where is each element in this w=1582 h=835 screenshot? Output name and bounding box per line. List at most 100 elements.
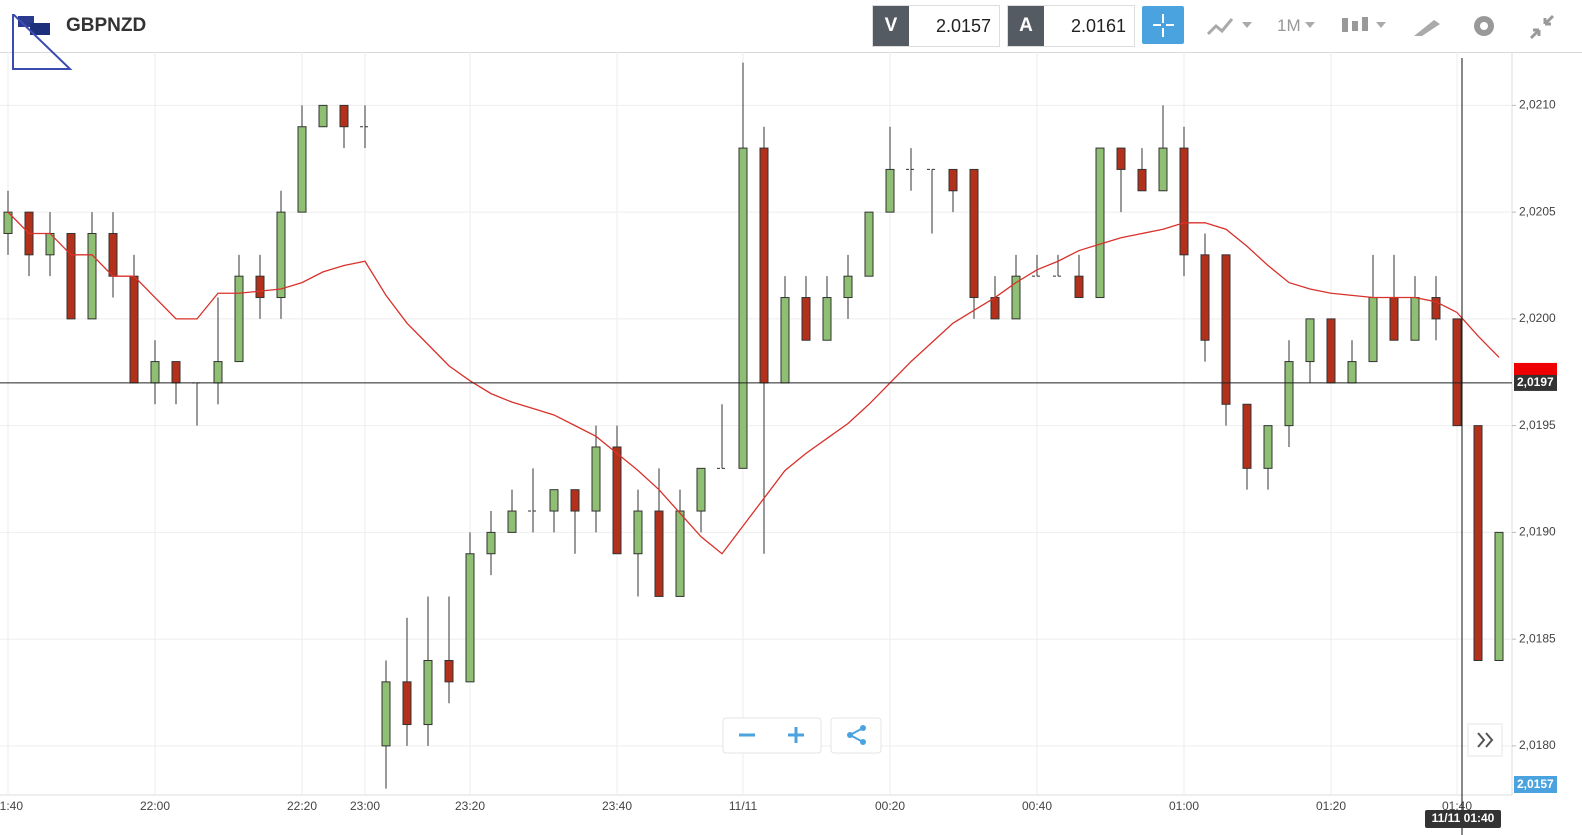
- timeframe-icons[interactable]: [1302, 10, 1392, 42]
- x-tick-label: 23:40: [602, 799, 632, 813]
- candle-body: [654, 510, 664, 597]
- buy-button[interactable]: A 2.0161: [1007, 5, 1135, 47]
- collapse-button[interactable]: [1525, 10, 1559, 42]
- y-tick-label: 2,0200: [1519, 311, 1556, 325]
- candle-body: [1473, 425, 1483, 661]
- y-tick-label: 2,0190: [1519, 525, 1556, 539]
- candle-body: [759, 147, 769, 384]
- header: GBPNZD V 2.0157 A 2.0161 1M: [0, 0, 1582, 70]
- candle-body: [675, 510, 685, 597]
- candle-body: [402, 681, 412, 726]
- candle-body: [885, 168, 895, 213]
- x-tick-label: 01:00: [1169, 799, 1199, 813]
- candle-body: [1284, 361, 1294, 427]
- chart: 2,0180 2,0185 2,0190 2,0195 2,0200 2,0205 2,02…: [0, 52, 1557, 835]
- settings-button[interactable]: [1468, 10, 1502, 42]
- candle-body: [87, 232, 97, 320]
- share-button[interactable]: [830, 717, 882, 754]
- buy-label: A: [1008, 6, 1044, 46]
- y-tick-label: 2,0185: [1519, 631, 1556, 645]
- candle-body: [339, 104, 349, 128]
- candle-body: [1095, 147, 1105, 299]
- x-tick-label: 01:20: [1316, 799, 1346, 813]
- candle-body: [234, 275, 244, 363]
- candle-body: [150, 361, 160, 384]
- candle-body: [1452, 318, 1462, 427]
- candle-body: [1431, 297, 1441, 320]
- crosshair-label: 11/11 01:40: [1432, 811, 1495, 825]
- candle-body: [1305, 318, 1315, 363]
- candle-body: [1179, 147, 1189, 256]
- zoom-buttons[interactable]: [722, 717, 822, 754]
- candle-body: [486, 531, 496, 555]
- x-tick-label: 00:20: [875, 799, 905, 813]
- draw-button[interactable]: [1408, 10, 1448, 42]
- x-tick-label: 21:40: [0, 799, 23, 813]
- candle-body: [1389, 297, 1399, 341]
- y-tick-label: 2,0210: [1519, 98, 1556, 112]
- candle-body: [423, 659, 433, 726]
- candle-body: [864, 211, 874, 277]
- flag-icon: [12, 14, 73, 70]
- candle-body: [1200, 254, 1210, 341]
- candle-body: [990, 297, 1000, 320]
- timeframe[interactable]: 1M: [1277, 16, 1301, 35]
- crosshair-label-box: [1425, 810, 1501, 828]
- candle-body: [1137, 168, 1147, 192]
- candle-body: [1368, 297, 1378, 363]
- candle-body: [318, 104, 328, 128]
- candle-body: [822, 297, 832, 341]
- x-tick-label: 01:40: [1442, 799, 1472, 813]
- price-label-box: [1514, 374, 1557, 391]
- candle-body: [1326, 318, 1336, 384]
- candle-body: [1242, 403, 1252, 469]
- sell-label: V: [873, 6, 909, 46]
- crosshair-button[interactable]: [1142, 6, 1184, 44]
- candle-body: [108, 232, 118, 277]
- candle-body: [591, 446, 601, 512]
- candle-body: [612, 446, 622, 555]
- sell-button[interactable]: V 2.0157: [872, 5, 1000, 47]
- candle-body: [507, 510, 517, 533]
- candle-body: [969, 168, 979, 299]
- candle-body: [255, 275, 265, 299]
- candle-body: [1263, 425, 1273, 469]
- candle-body: [1221, 254, 1231, 405]
- candle-body: [297, 126, 307, 213]
- zoom-controls: [722, 717, 1503, 757]
- candle-body: [780, 297, 790, 384]
- candle-body: [1494, 531, 1504, 661]
- candle-body: [738, 147, 748, 469]
- candle-body: [1410, 297, 1420, 341]
- x-tick-label: 23:20: [455, 799, 485, 813]
- x-tick-label: 23:00: [350, 799, 380, 813]
- candle-body: [549, 489, 559, 512]
- moving-average: [7, 211, 1500, 555]
- candle-body: [843, 275, 853, 299]
- y-tick-label: 2,0180: [1519, 738, 1556, 752]
- candle-body: [801, 297, 811, 341]
- candle-body: [696, 467, 706, 512]
- x-tick-label: 22:00: [140, 799, 170, 813]
- candle-body: [1347, 361, 1357, 384]
- chart-type-button[interactable]: [1200, 10, 1260, 42]
- candle-body: [1158, 147, 1168, 192]
- price-label: 2,0197: [1517, 375, 1554, 389]
- candle-body: [381, 681, 391, 747]
- candle-body: [948, 168, 958, 192]
- bid-label: 2,0157: [1517, 777, 1554, 791]
- candle-body: [633, 510, 643, 555]
- candle-body: [570, 489, 580, 512]
- bid-label-box: [1514, 776, 1557, 793]
- candle-body: [1011, 275, 1021, 320]
- candle-body: [66, 232, 76, 320]
- candle-body: [1074, 275, 1084, 299]
- x-tick-label: 00:40: [1022, 799, 1052, 813]
- candle-body: [129, 275, 139, 384]
- sell-price: 2.0157: [935, 16, 991, 36]
- buy-price: 2.0161: [1070, 16, 1126, 36]
- price-marker: [1514, 362, 1557, 377]
- candle-body: [444, 659, 454, 683]
- candle-body: [171, 361, 181, 384]
